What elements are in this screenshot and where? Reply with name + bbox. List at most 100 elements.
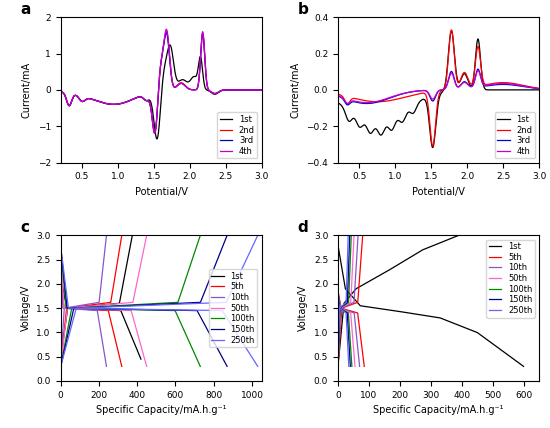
1st	[167, 42, 173, 48]
5th	[117, 242, 124, 247]
1st	[256, 87, 262, 92]
1st	[358, 125, 364, 130]
100th	[124, 303, 130, 308]
10th	[82, 302, 89, 307]
10th	[95, 300, 101, 305]
1st	[96, 303, 103, 308]
100th	[197, 233, 204, 238]
100th	[348, 233, 355, 238]
3rd	[475, 67, 481, 72]
4th	[421, 88, 428, 93]
10th	[346, 302, 353, 307]
2nd	[92, 98, 99, 103]
3rd	[358, 101, 365, 106]
10th	[85, 302, 91, 307]
Y-axis label: Current/mA: Current/mA	[291, 62, 301, 118]
100th	[341, 303, 348, 308]
X-axis label: Potential/V: Potential/V	[135, 187, 188, 197]
50th	[342, 303, 349, 308]
Legend: 1st, 2nd, 3rd, 4th: 1st, 2nd, 3rd, 4th	[494, 113, 535, 158]
Line: 5th: 5th	[60, 235, 122, 366]
150th	[136, 303, 143, 308]
1st	[57, 89, 64, 94]
3rd	[80, 99, 87, 104]
1st	[129, 233, 136, 238]
4th	[256, 87, 262, 92]
100th	[133, 302, 140, 307]
3rd	[370, 101, 376, 106]
150th	[341, 302, 348, 307]
150th	[147, 302, 154, 307]
50th	[348, 293, 354, 298]
1st	[534, 87, 540, 92]
1st	[144, 98, 150, 103]
4th	[135, 95, 141, 100]
4th	[92, 98, 99, 103]
5th	[87, 303, 94, 308]
3rd	[256, 87, 262, 92]
1st	[430, 145, 436, 150]
50th	[98, 303, 104, 308]
2nd	[412, 92, 419, 97]
Line: 250th: 250th	[338, 235, 348, 367]
2nd	[448, 27, 455, 33]
10th	[355, 233, 361, 238]
1st	[100, 302, 107, 307]
Line: 150th: 150th	[60, 235, 227, 367]
Line: 3rd: 3rd	[60, 33, 263, 133]
150th	[340, 303, 347, 308]
50th	[350, 241, 357, 246]
5th	[90, 302, 97, 307]
3rd	[163, 30, 169, 36]
1st	[135, 95, 141, 100]
1st	[392, 264, 399, 269]
1st	[153, 137, 160, 142]
1st	[433, 241, 440, 247]
Text: d: d	[298, 220, 309, 235]
2nd	[334, 92, 341, 97]
2nd	[80, 99, 87, 104]
10th	[57, 365, 64, 370]
1st	[370, 128, 376, 134]
50th	[343, 303, 349, 308]
4th	[80, 99, 87, 104]
5th	[334, 365, 341, 370]
2nd	[512, 81, 518, 86]
50th	[104, 302, 111, 307]
100th	[348, 241, 354, 246]
4th	[260, 87, 266, 92]
X-axis label: Potential/V: Potential/V	[412, 187, 465, 197]
3rd	[57, 89, 64, 94]
3rd	[537, 86, 544, 92]
Line: 50th: 50th	[60, 235, 147, 367]
Line: 2nd: 2nd	[338, 30, 541, 146]
3rd	[512, 83, 518, 88]
150th	[156, 302, 163, 307]
250th	[250, 243, 256, 248]
150th	[57, 365, 64, 370]
150th	[224, 233, 230, 238]
Line: 1st: 1st	[338, 235, 459, 366]
250th	[174, 302, 181, 307]
Line: 4th: 4th	[60, 29, 263, 133]
1st	[334, 364, 341, 369]
Legend: 1st, 2nd, 3rd, 4th: 1st, 2nd, 3rd, 4th	[217, 113, 257, 158]
10th	[344, 303, 351, 308]
2nd	[256, 87, 262, 92]
2nd	[534, 86, 540, 91]
3rd	[344, 102, 351, 107]
10th	[334, 365, 341, 370]
4th	[412, 89, 419, 94]
1st	[455, 233, 462, 238]
2nd	[260, 87, 266, 92]
3rd	[421, 88, 428, 93]
100th	[194, 243, 200, 248]
10th	[345, 302, 352, 307]
50th	[98, 303, 105, 308]
10th	[354, 241, 361, 246]
50th	[108, 302, 115, 307]
2nd	[151, 131, 158, 136]
1st	[448, 28, 455, 33]
250th	[164, 302, 170, 307]
50th	[334, 365, 341, 370]
